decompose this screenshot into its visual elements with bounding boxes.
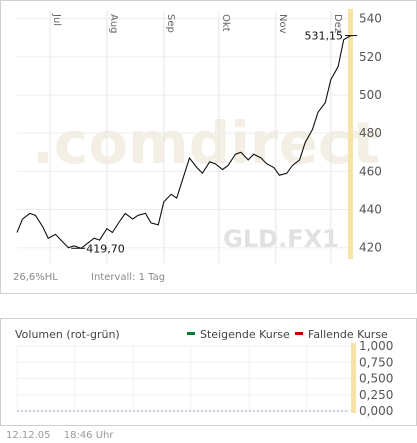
legend-falling-swatch: [295, 332, 303, 335]
interval-text: Intervall: 1 Tag: [91, 272, 165, 283]
max-label: 531,15: [305, 30, 344, 43]
volume-tick-label: 0,250: [359, 388, 393, 402]
footer-time: 18:46 Uhr: [63, 430, 114, 441]
y-tick-label: 440: [359, 203, 382, 217]
today-highlight-volume: [351, 343, 356, 413]
legend-rising-swatch: [187, 332, 195, 335]
y-tick-label: 480: [359, 126, 382, 140]
volume-title: Volumen (rot-grün): [15, 328, 120, 341]
month-label: Dez: [332, 14, 343, 33]
watermark: .comdirect: [32, 109, 380, 177]
legend-rising-label: Steigende Kurse: [200, 328, 290, 341]
price-chart-panel: .comdirect GLD.FX1 Jul Aug Sep Okt Nov Dez 42…: [0, 0, 417, 294]
month-label: Jul: [51, 13, 62, 26]
range-text: 26,6%HL: [13, 272, 58, 283]
volume-tick-label: 0,000: [359, 404, 393, 418]
price-chart: .comdirect GLD.FX1 Jul Aug Sep Okt Nov Dez 42…: [13, 9, 382, 283]
y-tick-label: 420: [359, 241, 382, 255]
volume-chart: Volumen (rot-grün) Steigende Kurse Falle…: [15, 328, 393, 418]
y-tick-label: 540: [359, 12, 382, 26]
month-label: Sep: [165, 14, 176, 33]
min-label: 419,70: [86, 242, 125, 255]
volume-tick-label: 0,500: [359, 372, 393, 386]
month-label: Nov: [277, 14, 288, 34]
month-label: Aug: [108, 14, 119, 34]
footer-date: 12.12.05: [6, 430, 51, 441]
y-tick-label: 500: [359, 88, 382, 102]
volume-tick-label: 0,750: [359, 355, 393, 369]
legend-falling-label: Fallende Kurse: [308, 328, 388, 341]
price-line: [16, 35, 352, 249]
footer: 12.12.05 18:46 Uhr: [6, 430, 123, 441]
volume-tick-label: 1,000: [359, 339, 393, 353]
instrument-symbol: GLD.FX1: [223, 225, 339, 253]
y-tick-label: 520: [359, 50, 382, 64]
volume-chart-panel: Volumen (rot-grün) Steigende Kurse Falle…: [0, 318, 417, 426]
y-tick-label: 460: [359, 164, 382, 178]
month-label: Okt: [220, 14, 231, 32]
today-highlight: [348, 9, 353, 259]
